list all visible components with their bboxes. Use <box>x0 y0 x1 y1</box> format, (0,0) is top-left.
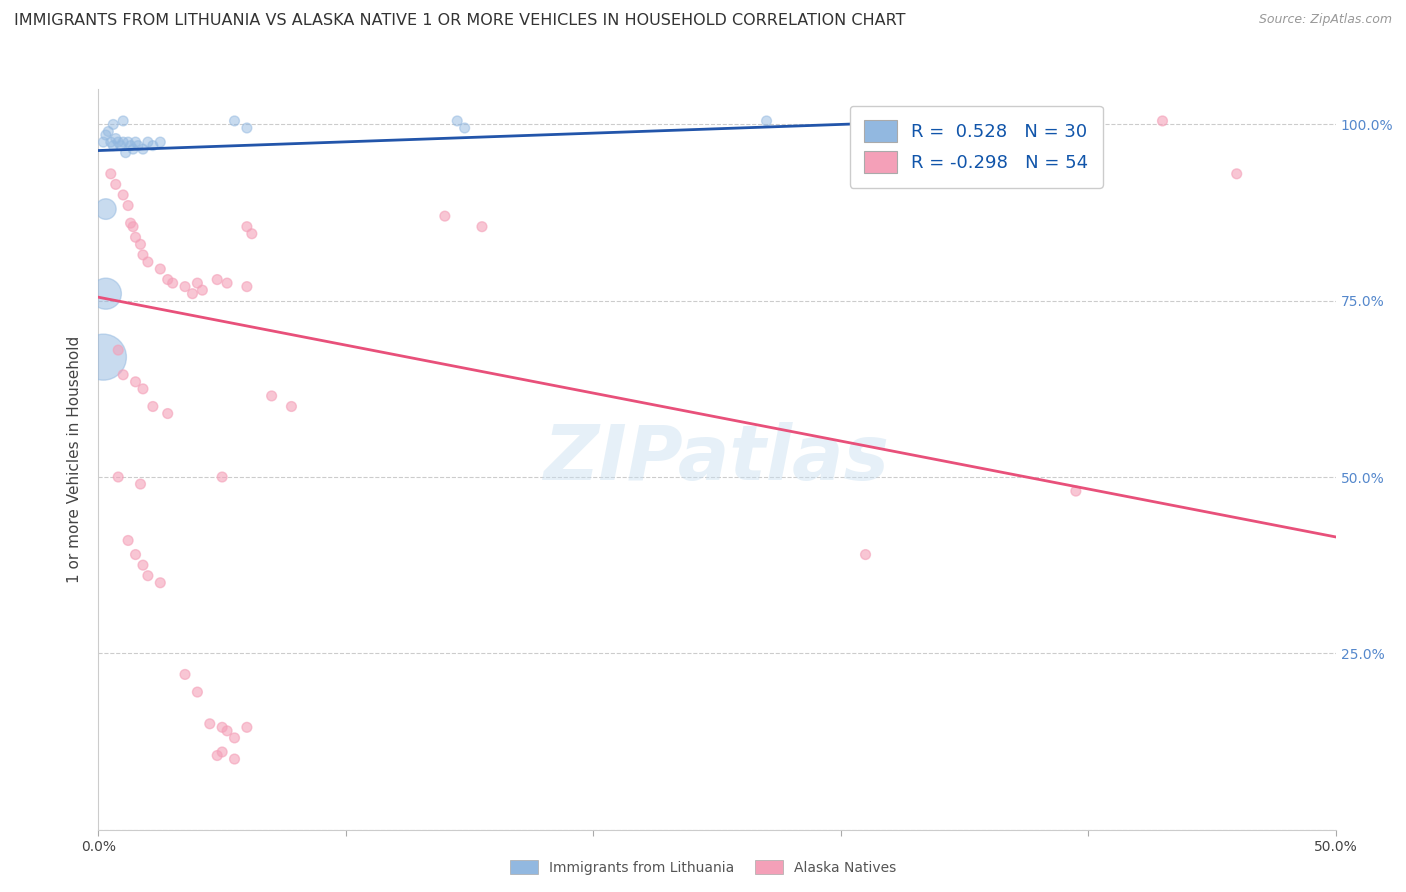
Point <box>224 752 246 766</box>
Point <box>93 350 115 364</box>
Point <box>127 138 149 153</box>
Point <box>132 142 155 156</box>
Legend: Immigrants from Lithuania, Alaska Natives: Immigrants from Lithuania, Alaska Native… <box>505 855 901 880</box>
Point <box>104 131 127 145</box>
Point <box>94 202 117 216</box>
Point <box>446 114 468 128</box>
Point <box>181 286 204 301</box>
Point <box>1226 167 1249 181</box>
Y-axis label: 1 or more Vehicles in Household: 1 or more Vehicles in Household <box>67 335 83 583</box>
Point <box>107 343 129 357</box>
Point <box>112 114 135 128</box>
Point <box>217 723 239 738</box>
Point <box>120 138 142 153</box>
Point <box>433 209 456 223</box>
Point <box>129 477 152 491</box>
Point <box>471 219 494 234</box>
Point <box>100 167 122 181</box>
Point <box>117 135 139 149</box>
Point <box>94 128 117 142</box>
Point <box>149 575 172 590</box>
Point <box>112 188 135 202</box>
Point <box>122 142 145 156</box>
Point <box>191 283 214 297</box>
Point <box>928 114 950 128</box>
Point <box>224 114 246 128</box>
Point <box>132 382 155 396</box>
Point <box>124 230 146 244</box>
Point <box>132 558 155 573</box>
Point <box>1152 114 1174 128</box>
Point <box>149 262 172 277</box>
Point <box>174 279 197 293</box>
Point <box>124 548 146 562</box>
Point <box>94 286 117 301</box>
Point <box>100 135 122 149</box>
Point <box>156 407 179 421</box>
Point <box>93 135 115 149</box>
Point <box>129 237 152 252</box>
Point <box>260 389 283 403</box>
Point <box>136 135 159 149</box>
Point <box>136 568 159 582</box>
Point <box>104 178 127 192</box>
Text: ZIPatlas: ZIPatlas <box>544 423 890 496</box>
Point <box>117 533 139 548</box>
Point <box>236 279 259 293</box>
Point <box>162 276 184 290</box>
Point <box>103 138 125 153</box>
Point <box>211 720 233 734</box>
Point <box>142 400 165 414</box>
Point <box>120 216 142 230</box>
Text: Source: ZipAtlas.com: Source: ZipAtlas.com <box>1258 13 1392 27</box>
Point <box>211 470 233 484</box>
Point <box>211 745 233 759</box>
Point <box>112 135 135 149</box>
Point <box>236 720 259 734</box>
Text: IMMIGRANTS FROM LITHUANIA VS ALASKA NATIVE 1 OR MORE VEHICLES IN HOUSEHOLD CORRE: IMMIGRANTS FROM LITHUANIA VS ALASKA NATI… <box>14 13 905 29</box>
Point <box>107 470 129 484</box>
Point <box>280 400 302 414</box>
Point <box>124 375 146 389</box>
Point <box>112 368 135 382</box>
Point <box>122 219 145 234</box>
Point <box>236 120 259 135</box>
Point <box>124 135 146 149</box>
Point <box>156 272 179 286</box>
Point <box>1064 484 1087 499</box>
Point <box>755 114 778 128</box>
Point <box>142 138 165 153</box>
Point <box>132 248 155 262</box>
Point <box>236 219 259 234</box>
Point <box>453 120 475 135</box>
Point <box>855 548 877 562</box>
Point <box>103 118 125 132</box>
Point <box>186 276 208 290</box>
Point <box>149 135 172 149</box>
Point <box>186 685 208 699</box>
Legend: R =  0.528   N = 30, R = -0.298   N = 54: R = 0.528 N = 30, R = -0.298 N = 54 <box>849 105 1102 187</box>
Point <box>114 145 136 160</box>
Point <box>240 227 263 241</box>
Point <box>217 276 239 290</box>
Point <box>136 255 159 269</box>
Point <box>110 138 132 153</box>
Point <box>224 731 246 745</box>
Point <box>198 716 221 731</box>
Point <box>205 272 228 286</box>
Point <box>205 748 228 763</box>
Point <box>97 124 120 138</box>
Point <box>174 667 197 681</box>
Point <box>107 135 129 149</box>
Point <box>117 198 139 212</box>
